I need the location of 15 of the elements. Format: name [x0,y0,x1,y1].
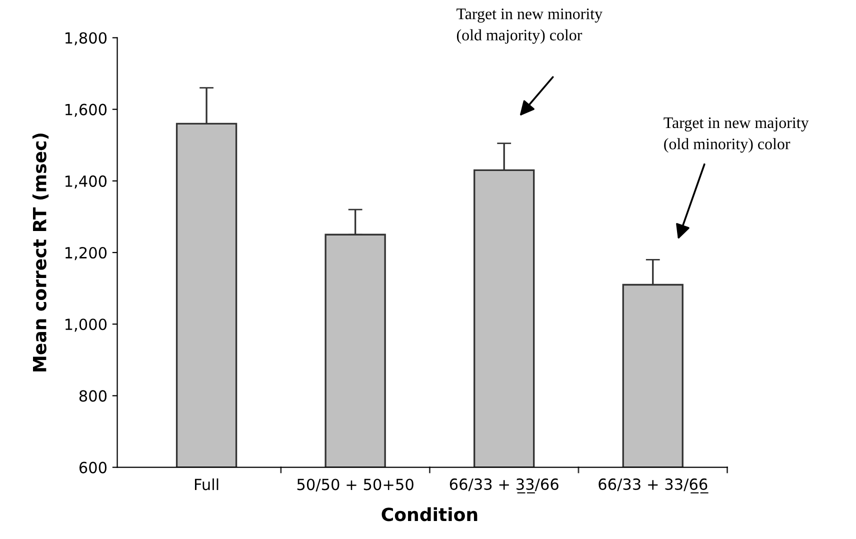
y-tick-label: 1,200 [65,246,107,260]
x-tick-label: 66/33 + 33/6̲6̲ [598,478,708,494]
annotation: Target in new majority (old minority) color [664,117,809,153]
x-axis-title: Condition [382,507,478,522]
annotation: Target in new minority (old majority) color [456,8,602,44]
x-tick-label: Full [194,478,218,490]
y-tick-label: 1,600 [65,104,107,117]
y-tick-label: 1,400 [65,175,107,189]
x-tick-label: 50/50 + 50+50 [297,478,414,492]
x-tick-label: 66/33 + 3̲3̲/66 [450,478,558,494]
y-tick-label: 1,000 [65,318,107,332]
y-tick-label: 800 [79,390,107,402]
y-tick-label: 600 [79,462,107,474]
y-axis-title: Mean correct RT (msec) [32,134,49,372]
y-tick-label: 1,800 [65,32,107,46]
